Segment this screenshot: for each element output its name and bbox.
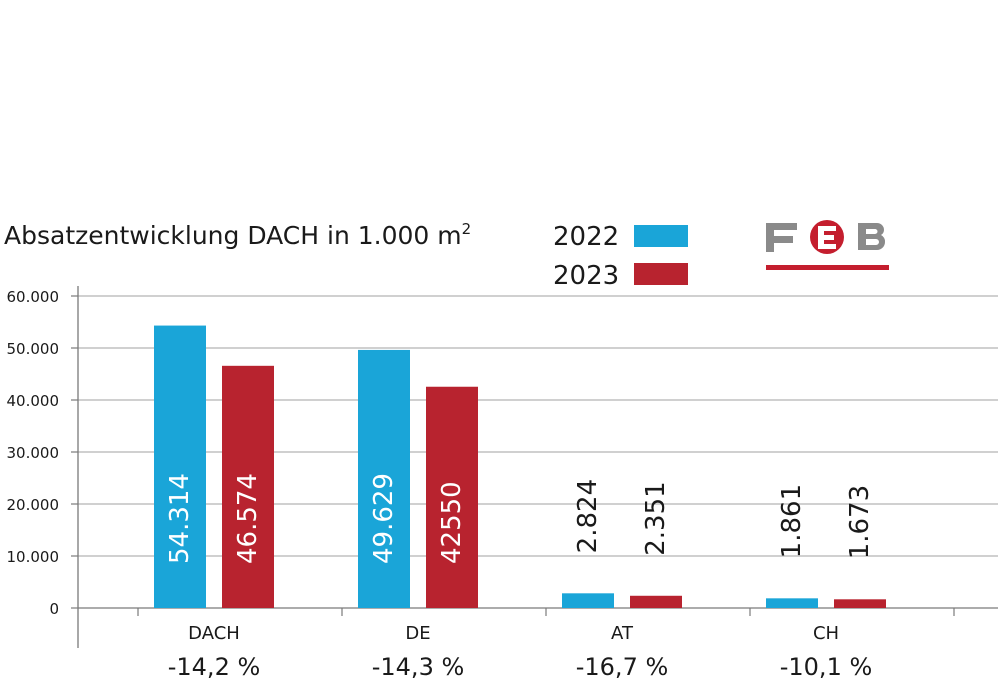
value-label-2022-at: 2.824: [573, 479, 603, 553]
legend-swatch-2022: [634, 225, 688, 247]
bar-2023-at: [630, 595, 682, 608]
legend-label-2023: 2023: [553, 261, 619, 291]
y-tick-label: 50.000: [7, 340, 60, 358]
legend-label-2022: 2022: [553, 222, 619, 252]
bar-2022-dach: [154, 325, 206, 608]
x-tick-label: DE: [405, 623, 430, 644]
y-tick-label: 60.000: [7, 288, 60, 306]
value-label-2023-ch: 1.673: [845, 485, 875, 559]
change-label-de: -14,3 %: [372, 653, 465, 680]
gridlines: [78, 295, 998, 557]
x-axis: [78, 607, 998, 616]
y-axis: 0 10.000 20.000 30.000 40.000 50.000 60.000: [7, 286, 79, 648]
legend: 2022 2023: [553, 222, 688, 291]
value-label-2023-at: 2.351: [641, 481, 671, 555]
logo-underline: [766, 265, 889, 270]
chart-title: Absatzentwicklung DACH in 1.000 m2: [4, 220, 471, 250]
feb-logo: [766, 220, 889, 270]
value-label-2023-dach: 46.574: [233, 473, 263, 564]
value-label-2022-ch: 1.861: [777, 484, 807, 558]
y-tick-label: 0: [49, 600, 59, 618]
chart-title-main: Absatzentwicklung DACH in 1.000 m: [4, 221, 462, 250]
change-label-ch: -10,1 %: [780, 653, 873, 680]
bar-2023-dach: [222, 365, 274, 608]
bar-2022-de: [358, 349, 410, 608]
value-label-2022-de: 49.629: [369, 473, 399, 564]
y-tick-label: 40.000: [7, 392, 60, 410]
value-labels: 54.314 46.574 49.629 42550 2.824 2.351 1.861 1.…: [165, 473, 875, 564]
value-label-2022-dach: 54.314: [165, 473, 195, 564]
change-labels: -14,2 % -14,3 % -16,7 % -10,1 %: [168, 653, 873, 680]
chart-title-superscript: 2: [462, 220, 472, 238]
legend-swatch-2023: [634, 263, 688, 285]
logo-letter-e: [818, 226, 836, 249]
x-tick-label: CH: [813, 623, 839, 644]
logo-letter-b: [858, 223, 886, 250]
bars: [154, 325, 886, 608]
logo-letter-f: [766, 223, 797, 252]
y-tick-label: 30.000: [7, 444, 60, 462]
change-label-at: -16,7 %: [576, 653, 669, 680]
y-tick-label: 20.000: [7, 496, 60, 514]
change-label-dach: -14,2 %: [168, 653, 261, 680]
x-tick-label: DACH: [188, 623, 240, 644]
bar-2022-ch: [766, 598, 818, 608]
bar-2023-ch: [834, 599, 886, 608]
category-labels: DACH DE AT CH: [188, 623, 839, 644]
x-tick-label: AT: [611, 623, 634, 644]
bar-2022-at: [562, 593, 614, 608]
y-tick-label: 10.000: [7, 548, 60, 566]
bar-2023-de: [426, 386, 478, 608]
value-label-2023-de: 42550: [437, 481, 467, 564]
